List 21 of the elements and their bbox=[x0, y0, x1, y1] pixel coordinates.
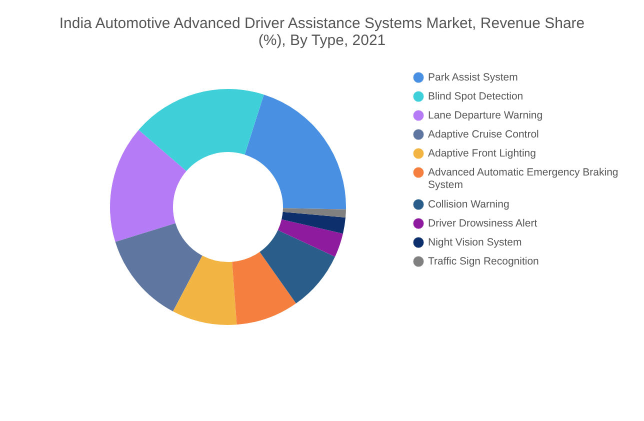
legend-label: Adaptive Cruise Control bbox=[428, 128, 539, 140]
donut-slice bbox=[260, 230, 336, 304]
donut-slice bbox=[110, 130, 186, 242]
donut-slice bbox=[278, 219, 343, 257]
chart-title: India Automotive Advanced Driver Assistance Systems Market, Revenue Share (%), By Type, 2021 bbox=[59, 15, 585, 49]
legend-label: Advanced Automatic Emergency Braking System bbox=[428, 166, 618, 191]
legend-label: Traffic Sign Recognition bbox=[428, 256, 540, 268]
legend-label: Adaptive Front Lighting bbox=[428, 148, 536, 160]
donut-slice bbox=[115, 223, 202, 312]
donut-slice bbox=[172, 256, 237, 325]
donut-slice bbox=[244, 94, 346, 210]
donut-slice bbox=[282, 208, 346, 218]
legend-label: Blind Spot Detection bbox=[428, 90, 524, 102]
legend-label: Driver Drowsiness Alert bbox=[428, 218, 538, 230]
legend-label: Collision Warning bbox=[428, 198, 510, 210]
legend-label: Lane Departure Warning bbox=[428, 110, 543, 122]
legend-label: Park Assist System bbox=[428, 72, 518, 84]
donut-slice bbox=[138, 89, 264, 172]
donut-slice bbox=[232, 252, 296, 325]
donut-slice bbox=[282, 212, 346, 234]
legend-label: Night Vision System bbox=[428, 236, 522, 248]
